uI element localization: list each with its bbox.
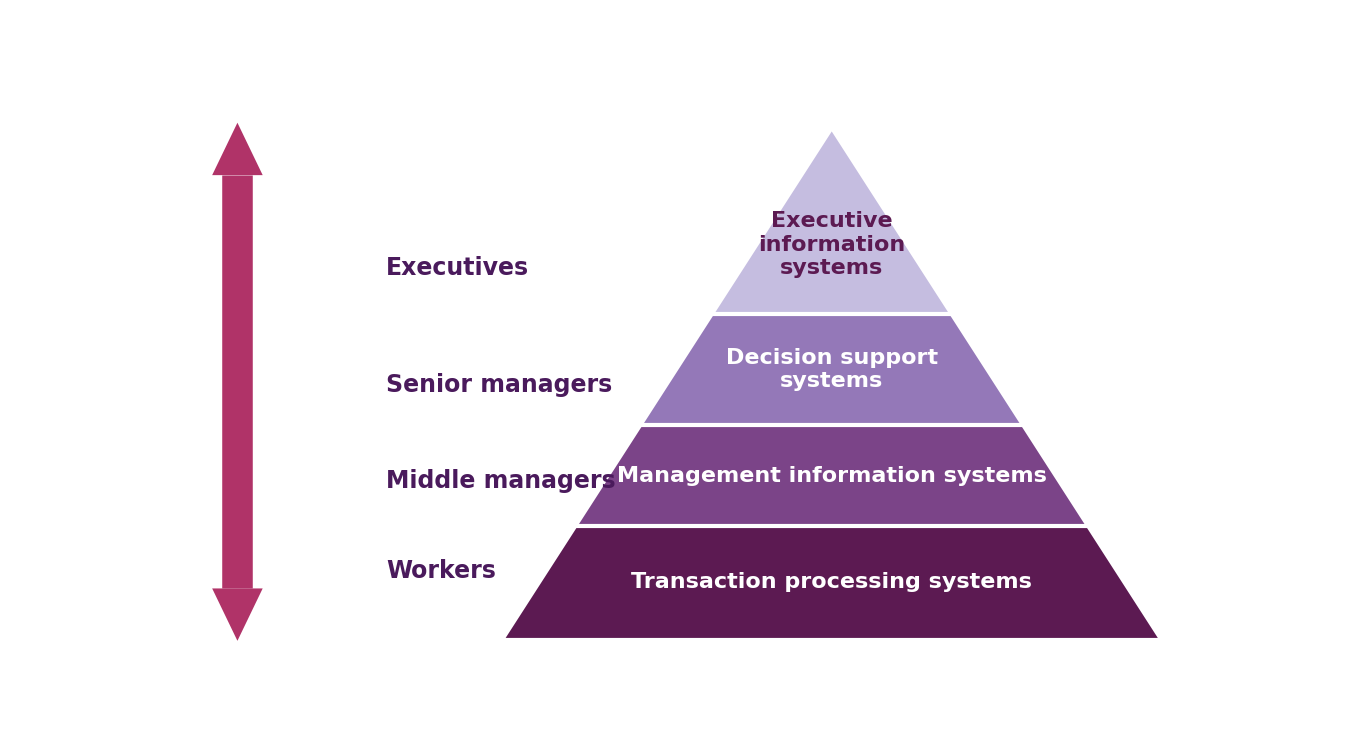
Polygon shape [714,132,949,314]
Text: Executives: Executives [386,256,529,280]
FancyArrow shape [213,122,263,175]
Text: Executive
information
systems: Executive information systems [758,212,905,277]
Text: Management information systems: Management information systems [617,466,1047,486]
Polygon shape [642,314,1021,425]
Polygon shape [578,425,1086,526]
Polygon shape [506,526,1157,638]
Text: Workers: Workers [386,559,496,583]
Text: Senior managers: Senior managers [386,373,612,397]
Text: Middle managers: Middle managers [386,469,616,493]
Text: Decision support
systems: Decision support systems [725,348,938,391]
Text: Transaction processing systems: Transaction processing systems [631,572,1032,592]
FancyArrow shape [213,588,263,641]
